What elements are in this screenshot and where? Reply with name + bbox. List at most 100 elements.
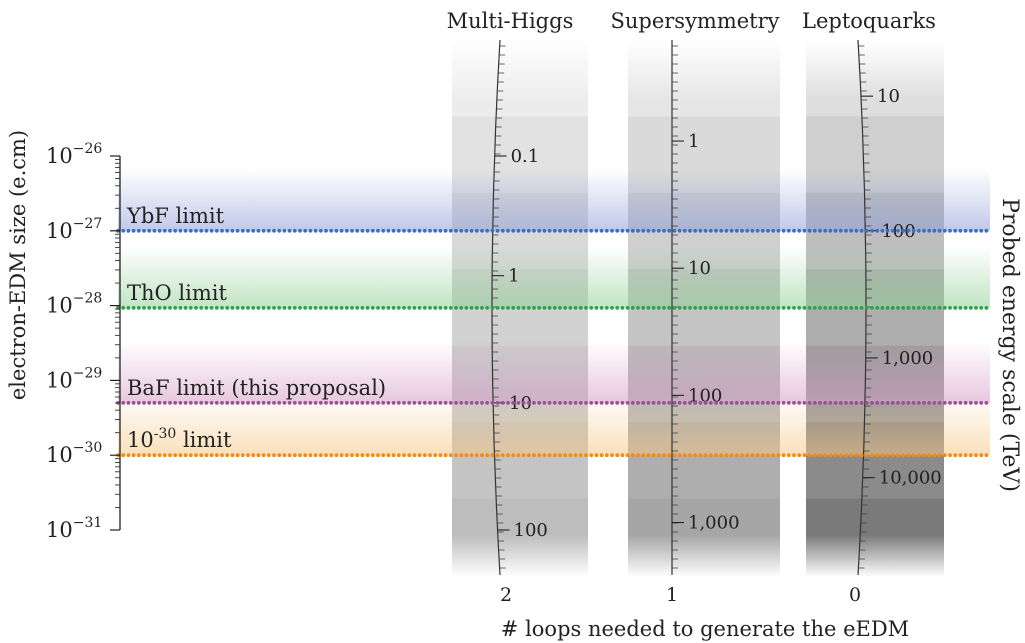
edm-tick-label: 10−28 bbox=[46, 291, 102, 318]
limit-line-dot bbox=[797, 400, 802, 405]
limit-line-dot bbox=[438, 228, 443, 233]
limit-line-dot bbox=[953, 400, 958, 405]
limit-line-dot bbox=[308, 305, 313, 310]
limit-line-dot bbox=[937, 453, 942, 458]
limit-line-dot bbox=[573, 228, 578, 233]
limit-line-dot bbox=[474, 228, 479, 233]
limit-line-dot bbox=[958, 453, 963, 458]
limit-line-dot bbox=[838, 453, 843, 458]
limit-line-dot bbox=[277, 305, 282, 310]
limit-line-dot bbox=[422, 453, 427, 458]
limit-line-dot bbox=[703, 228, 708, 233]
limit-line-dot bbox=[916, 453, 921, 458]
limit-line-dot bbox=[880, 453, 885, 458]
limit-line-dot bbox=[714, 453, 718, 458]
limit-line-dot bbox=[812, 228, 817, 233]
limit-line-dot bbox=[318, 305, 323, 310]
limit-line-dot bbox=[168, 400, 172, 405]
limit-line-dot bbox=[443, 305, 448, 310]
limit-line-dot bbox=[838, 305, 843, 310]
limit-line-dot bbox=[313, 305, 318, 310]
limit-line-dot bbox=[849, 453, 854, 458]
limit-line-dot bbox=[953, 228, 958, 233]
edm-tick-label: 10−29 bbox=[46, 365, 102, 392]
limit-line-dot bbox=[651, 400, 656, 405]
limit-line-dot bbox=[329, 400, 334, 405]
energy-tick-label: 0.1 bbox=[511, 146, 540, 167]
limit-line-dot bbox=[906, 305, 911, 310]
x-tick-labels: 2 1 0 bbox=[500, 584, 861, 606]
limit-line-dot bbox=[875, 228, 880, 233]
limit-line-dot bbox=[526, 400, 531, 405]
limit-line-dot bbox=[708, 228, 713, 233]
limit-line-dot bbox=[350, 453, 354, 458]
limit-line-dot bbox=[469, 400, 474, 405]
limit-line-dot bbox=[766, 228, 770, 233]
limit-line bbox=[116, 453, 989, 458]
limit-line-dot bbox=[677, 400, 682, 405]
limit-line-dot bbox=[885, 453, 890, 458]
limit-line-dot bbox=[360, 228, 365, 233]
limit-line-dot bbox=[272, 305, 276, 310]
limit-line-dot bbox=[162, 305, 167, 310]
limit-line-dot bbox=[833, 453, 838, 458]
limit-line-dot bbox=[932, 228, 937, 233]
limit-line-dot bbox=[786, 400, 791, 405]
limit-line-dot bbox=[542, 305, 547, 310]
limit-line-dot bbox=[584, 228, 588, 233]
limit-line-dot bbox=[755, 453, 760, 458]
limit-line-dot bbox=[948, 453, 952, 458]
limit-line-dot bbox=[984, 305, 989, 310]
limit-line-dot bbox=[662, 453, 666, 458]
limit-line-dot bbox=[272, 228, 276, 233]
limit-line-dot bbox=[214, 228, 219, 233]
limit-line-dot bbox=[495, 453, 500, 458]
limit-line-dot bbox=[261, 400, 266, 405]
limit-line-dot bbox=[396, 400, 401, 405]
limit-line-dot bbox=[859, 228, 864, 233]
limit-line-dot bbox=[734, 453, 739, 458]
limit-line-dot bbox=[173, 453, 178, 458]
limit-line-dot bbox=[417, 228, 422, 233]
limit-line-dot bbox=[381, 228, 386, 233]
limit-line-dot bbox=[334, 228, 339, 233]
limit-line-dot bbox=[786, 228, 791, 233]
limit-line-dot bbox=[792, 305, 796, 310]
limit-label: YbF limit bbox=[126, 204, 225, 228]
limit-line-dot bbox=[932, 453, 937, 458]
limit-line-dot bbox=[511, 228, 516, 233]
limit-line-dot bbox=[318, 228, 323, 233]
limit-line-dot bbox=[459, 400, 464, 405]
limit-line-dot bbox=[896, 453, 900, 458]
limit-line-dot bbox=[750, 453, 755, 458]
limit-line-dot bbox=[344, 453, 349, 458]
edm-tick-label: 10−26 bbox=[46, 141, 102, 168]
limit-line-dot bbox=[422, 400, 427, 405]
limit-line-dot bbox=[188, 453, 193, 458]
limit-line-dot bbox=[849, 400, 854, 405]
limit-line-dot bbox=[682, 228, 687, 233]
limit-line-dot bbox=[329, 228, 334, 233]
limit-line-dot bbox=[745, 453, 750, 458]
limit-line-dot bbox=[131, 400, 136, 405]
limit-line-dot bbox=[615, 228, 620, 233]
limit-line-dot bbox=[636, 228, 640, 233]
limit-line-dot bbox=[968, 305, 973, 310]
limit-line-dot bbox=[542, 453, 547, 458]
limit-line-dot bbox=[875, 305, 880, 310]
limit-line-dot bbox=[454, 305, 458, 310]
limit-line-dot bbox=[157, 305, 162, 310]
limit-line-dot bbox=[698, 453, 703, 458]
limit-line-dot bbox=[204, 453, 209, 458]
limit-line-dot bbox=[760, 400, 765, 405]
limit-line-dot bbox=[256, 228, 261, 233]
limit-line-dot bbox=[235, 400, 240, 405]
model-title: Leptoquarks bbox=[802, 9, 936, 33]
limit-line-dot bbox=[256, 305, 261, 310]
limit-line-dot bbox=[984, 453, 989, 458]
limit-line-dot bbox=[521, 305, 526, 310]
limit-line-dot bbox=[646, 400, 651, 405]
limit-line-dot bbox=[454, 400, 458, 405]
limit-line-dot bbox=[911, 400, 916, 405]
limit-line-dot bbox=[610, 400, 614, 405]
